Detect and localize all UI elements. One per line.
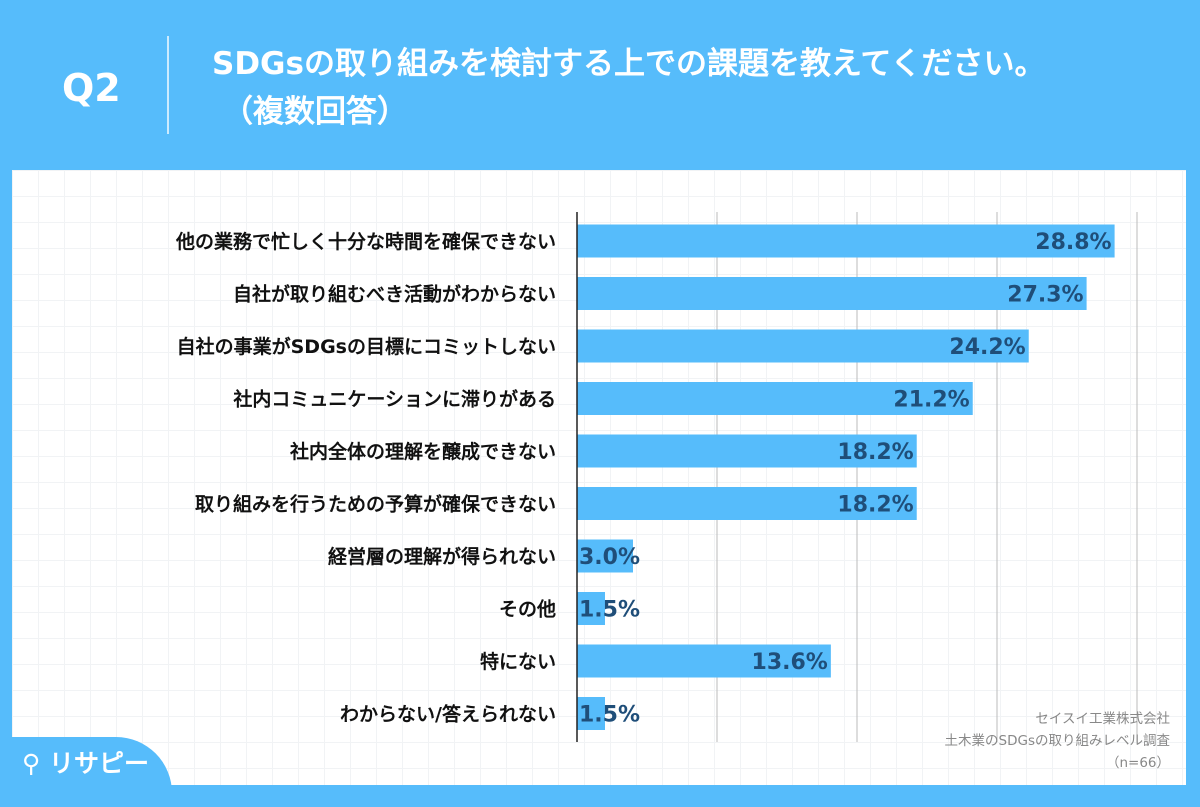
chart-panel: [12, 170, 1186, 785]
data-label: 18.2%: [837, 440, 913, 465]
bar: [577, 697, 605, 730]
source-company: セイスイ工業株式会社: [1035, 711, 1170, 727]
bar: [577, 382, 973, 415]
logo-pin-icon: ⚲: [22, 749, 41, 778]
logo: ⚲ リサピー: [0, 737, 172, 807]
bar: [577, 539, 633, 573]
data-label: 1.5%: [579, 703, 640, 728]
bar: [577, 277, 1087, 310]
category-label: 社内コミュニケーションに滞りがある: [232, 388, 556, 411]
bar: [577, 434, 917, 468]
logo-text: リサピー: [49, 749, 150, 778]
page-title: SDGsの取り組みを検討する上での課題を教えてください。 （複数回答）: [212, 40, 1045, 136]
source-survey: 土木業のSDGsの取り組みレベル調査: [944, 733, 1170, 749]
data-label: 3.0%: [579, 545, 640, 570]
bar: [577, 329, 1029, 363]
data-label: 18.2%: [837, 493, 913, 518]
data-label: 1.5%: [579, 598, 640, 623]
source-n: （n=66）: [1105, 755, 1170, 771]
title-text: SDGsの取り組みを検討する上での課題を教えてください。: [212, 46, 1046, 82]
bar: [577, 487, 917, 520]
category-label: 特にない: [480, 651, 556, 673]
data-label: 13.6%: [752, 650, 828, 675]
category-label: その他: [499, 598, 556, 621]
divider: [167, 36, 169, 134]
category-label: 社内全体の理解を醸成できない: [289, 440, 556, 463]
bar: [577, 592, 605, 625]
bar: [577, 224, 1115, 258]
category-label: 自社の事業がSDGsの目標にコミットしない: [177, 335, 556, 358]
data-label: 27.3%: [1007, 283, 1083, 308]
source-note: セイスイ工業株式会社 土木業のSDGsの取り組みレベル調査 （n=66）: [945, 708, 1170, 774]
title-subtitle: （複数回答）: [222, 94, 408, 130]
category-label: 取り組みを行うための予算が確保できない: [195, 493, 556, 516]
bar: [577, 644, 831, 678]
data-label: 21.2%: [893, 388, 969, 413]
category-label: わからない/答えられない: [340, 703, 556, 726]
data-label: 28.8%: [1035, 230, 1111, 255]
question-number: Q2: [62, 66, 121, 110]
category-label: 自社が取り組むべき活動がわからない: [233, 283, 556, 306]
category-label: 経営層の理解が得られない: [328, 545, 556, 568]
data-label: 24.2%: [949, 335, 1025, 360]
category-label: 他の業務で忙しく十分な時間を確保できない: [175, 230, 556, 253]
